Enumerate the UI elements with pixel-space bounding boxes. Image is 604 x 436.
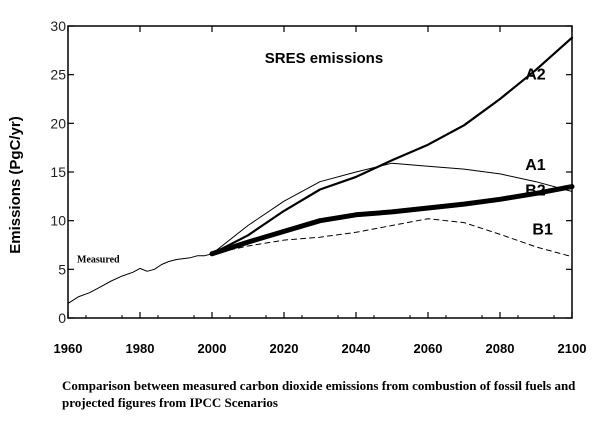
series-label-b1: B1 (532, 221, 553, 238)
x-tick-label: 2020 (270, 341, 299, 356)
y-tick-label: 0 (58, 310, 66, 326)
series-label-a2: A2 (525, 67, 546, 84)
measured-annotation: Measured (77, 255, 120, 266)
figure-caption: Comparison between measured carbon dioxi… (62, 378, 576, 410)
y-tick-label: 10 (50, 213, 66, 229)
plot-frame: 0 5 10 15 20 25 30 1960 1980 2000 2020 2040 2060 2080… (50, 18, 586, 356)
y-tick-label: 20 (50, 115, 66, 131)
series-label-a1: A1 (525, 157, 546, 174)
x-tick-label: 2060 (414, 341, 443, 356)
y-tick-label: 5 (58, 261, 66, 277)
series-line-a1 (211, 162, 573, 255)
emissions-chart: 0 5 10 15 20 25 30 1960 1980 2000 2020 2040 2060 2080… (7, 18, 586, 356)
series-line-b2 (209, 184, 575, 257)
y-axis-title: Emissions (PgC/yr) (7, 116, 24, 254)
series-layer (67, 36, 575, 304)
x-tick-label: 1980 (126, 341, 155, 356)
y-tick-label: 25 (50, 67, 66, 83)
series-line-measured (67, 253, 213, 304)
y-tick-label: 15 (50, 164, 66, 180)
x-tick-label: 2000 (198, 341, 227, 356)
series-line-b1 (211, 218, 573, 258)
x-tick-label: 2100 (558, 341, 587, 356)
labels-layer: A2 A1 B2 B1 Measured (77, 67, 553, 266)
plot-border (67, 25, 573, 319)
x-tick-label: 2040 (342, 341, 371, 356)
chart-title: SRES emissions (265, 50, 383, 67)
x-tick-label: 2080 (486, 341, 515, 356)
series-label-b2: B2 (525, 182, 546, 199)
series-line-a2 (210, 36, 574, 255)
y-tick-label: 30 (50, 18, 66, 34)
x-tick-label: 1960 (54, 341, 83, 356)
